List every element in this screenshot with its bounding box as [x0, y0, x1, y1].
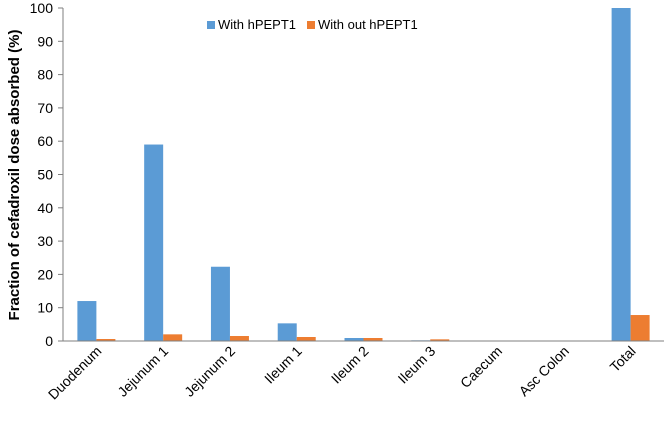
- y-tick-label: 20: [37, 266, 53, 282]
- x-tick-label: Ileum 2: [328, 343, 372, 387]
- y-tick-label: 30: [37, 233, 53, 249]
- x-tick-label: Ileum 1: [261, 343, 305, 387]
- y-tick-label: 70: [37, 100, 53, 116]
- bars: [77, 8, 650, 341]
- bar-with-hpept1: [344, 338, 364, 341]
- bar-without-hpept1: [430, 339, 450, 341]
- legend-label: With out hPEPT1: [318, 17, 418, 32]
- bar-with-hpept1: [77, 301, 97, 341]
- x-tick-label: Asc Colon: [516, 343, 572, 399]
- legend: With hPEPT1 With out hPEPT1: [207, 17, 418, 32]
- bar-without-hpept1: [96, 339, 116, 341]
- bar-with-hpept1: [144, 144, 164, 341]
- x-tick-label: Duodenum: [45, 343, 105, 403]
- bar-without-hpept1: [296, 337, 316, 341]
- bar-with-hpept1: [611, 8, 631, 341]
- y-tick-label: 0: [45, 333, 53, 349]
- y-tick-label: 60: [37, 133, 53, 149]
- axes: [62, 8, 664, 342]
- y-tick-label: 80: [37, 67, 53, 83]
- bar-without-hpept1: [630, 315, 650, 341]
- legend-swatch: [307, 21, 315, 29]
- y-axis-title: Fraction of cefadroxil dose absorbed (%): [6, 30, 23, 321]
- y-tick-label: 90: [37, 33, 53, 49]
- y-tick-label: 10: [37, 300, 53, 316]
- y-tick-label: 40: [37, 200, 53, 216]
- bar-without-hpept1: [363, 338, 383, 341]
- legend-swatch: [207, 21, 215, 29]
- y-tick-label: 50: [37, 167, 53, 183]
- bar-with-hpept1: [277, 323, 297, 341]
- bar-without-hpept1: [229, 336, 249, 341]
- x-tick-label: Jejunum 2: [181, 343, 238, 400]
- legend-label: With hPEPT1: [218, 17, 296, 32]
- y-tick-label: 100: [30, 0, 54, 16]
- bar-without-hpept1: [163, 334, 183, 341]
- bar-with-hpept1: [210, 266, 230, 341]
- x-tick-label: Caecum: [457, 343, 505, 391]
- x-tick-label: Jejunum 1: [114, 343, 171, 400]
- y-axis: 0 10 20 30 40 50 60 70 80 90 100: [30, 0, 63, 349]
- x-tick-label: Ileum 3: [395, 343, 439, 387]
- x-tick-label: Total: [607, 343, 639, 375]
- x-axis: Duodenum Jejunum 1 Jejunum 2 Ileum 1 Ileum 2…: [45, 343, 639, 403]
